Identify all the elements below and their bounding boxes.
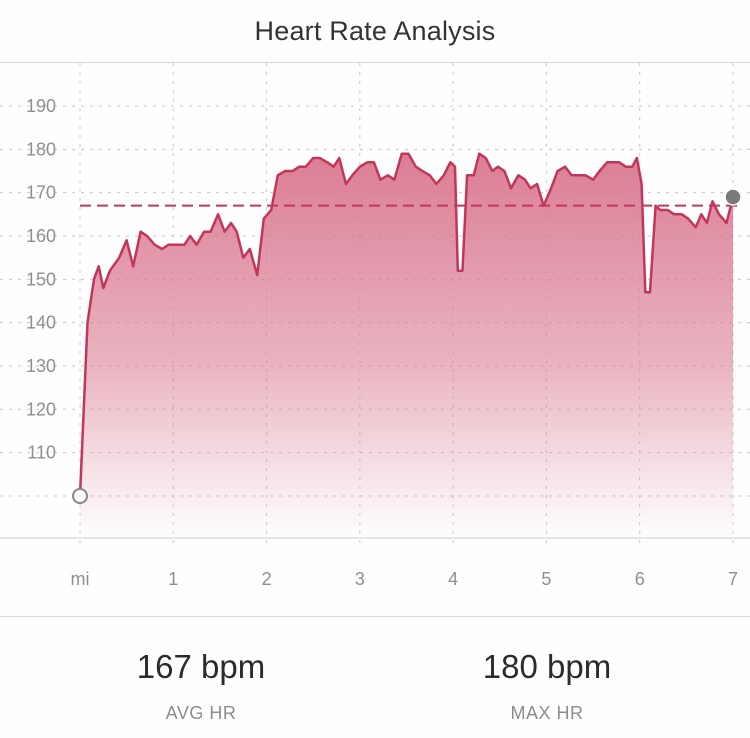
y-tick-label: 150 [26, 269, 56, 289]
x-tick-label: 1 [168, 569, 178, 589]
y-tick-label: 190 [26, 96, 56, 116]
end-point-marker [724, 188, 742, 206]
title-bar: Heart Rate Analysis [0, 0, 750, 63]
hr-series-line [78, 152, 735, 497]
x-tick-label: 7 [728, 569, 738, 589]
y-tick-label: 160 [26, 226, 56, 246]
avg-hr-stat: 167 bpm AVG HR [51, 617, 351, 724]
max-hr-stat: 180 bpm MAX HR [397, 617, 697, 724]
heart-rate-chart: 110 120 130 140 150 160 170 180 190 mi 1 2 3 4 5 6 7 [0, 63, 750, 589]
avg-hr-value: 167 bpm [136, 648, 266, 685]
avg-hr-label: AVG HR [165, 703, 237, 723]
y-tick-label: 120 [26, 399, 56, 419]
x-tick-label: 5 [541, 569, 551, 589]
x-tick-label: 3 [355, 569, 365, 589]
page-title: Heart Rate Analysis [254, 15, 496, 46]
y-tick-label: 170 [26, 183, 56, 203]
hr-area-fill [80, 153, 733, 538]
y-tick-label: 140 [26, 313, 56, 333]
x-tick-label: 4 [448, 569, 458, 589]
y-tick-label: 110 [27, 443, 56, 463]
x-tick-label: mi [71, 569, 90, 589]
y-tick-label: 130 [26, 356, 56, 376]
start-point-marker [72, 487, 88, 504]
y-tick-label: 180 [26, 139, 56, 159]
max-hr-value: 180 bpm [482, 648, 612, 685]
stats-panel: 167 bpm AVG HR 180 bpm MAX HR [0, 616, 750, 738]
x-tick-label: 2 [262, 569, 272, 589]
max-hr-label: MAX HR [510, 703, 584, 723]
x-tick-label: 6 [635, 569, 645, 589]
